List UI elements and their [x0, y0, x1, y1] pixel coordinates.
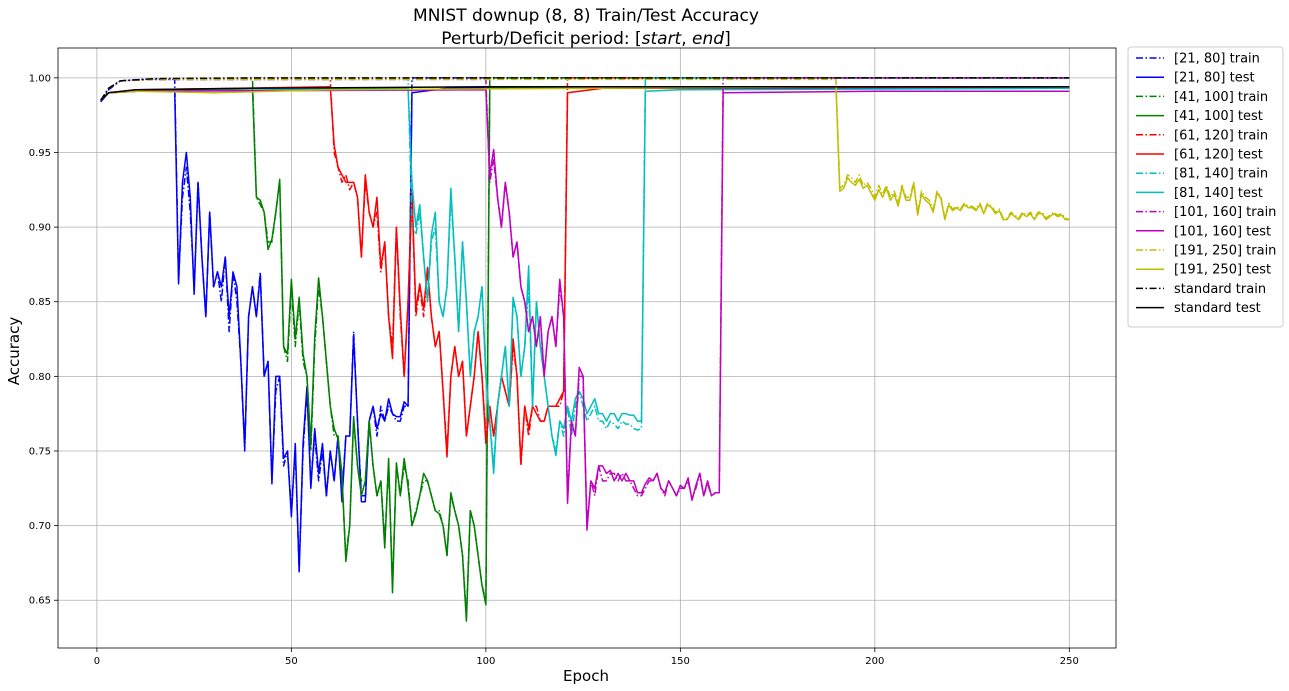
legend-label: [21, 80] test [1174, 71, 1255, 86]
chart-subtitle-start: start [642, 29, 683, 49]
series-line-7 [100, 87, 1070, 475]
series-lines [100, 77, 1070, 622]
legend-label: standard test [1174, 301, 1261, 316]
x-tick-label: 50 [285, 656, 298, 667]
legend-label: standard train [1174, 282, 1266, 297]
series-line-9 [100, 89, 1070, 531]
legend-label: [101, 160] test [1174, 224, 1271, 239]
y-tick-label: 0.90 [29, 223, 51, 234]
legend-label: [81, 140] test [1174, 186, 1263, 201]
x-tick-label: 250 [1060, 656, 1079, 667]
chart-subtitle: Perturb/Deficit period: [start, end] [441, 29, 730, 49]
series-line-0 [100, 77, 1070, 572]
series-line-2 [100, 77, 1070, 616]
series-line-3 [100, 86, 1070, 622]
y-tick-label: 0.65 [29, 596, 51, 607]
series-line-1 [100, 87, 1070, 573]
grid [58, 48, 1116, 648]
legend-label: [41, 100] test [1174, 109, 1263, 124]
x-tick-label: 150 [671, 656, 690, 667]
plot-frame [57, 47, 1117, 649]
series-line-12 [100, 77, 1070, 101]
chart-subtitle-prefix: Perturb/Deficit period: [ [441, 29, 641, 49]
legend-label: [21, 80] train [1174, 52, 1260, 67]
series-line-10 [100, 78, 1070, 221]
legend-label: [191, 250] test [1174, 263, 1271, 278]
legend-label: [41, 100] train [1174, 90, 1268, 105]
series-line-11 [100, 86, 1070, 221]
y-tick-label: 0.80 [29, 372, 51, 383]
legend: [21, 80] train [21, 80] test [41, 100] tra… [1127, 46, 1284, 328]
x-tick-label: 100 [476, 656, 495, 667]
y-tick-label: 0.95 [29, 148, 51, 159]
chart-subtitle-end: end [692, 29, 724, 49]
y-tick-label: 1.00 [29, 73, 51, 84]
y-tick-label: 0.75 [29, 446, 51, 457]
chart-title: MNIST downup (8, 8) Train/Test Accuracy [413, 6, 759, 26]
y-axis-label: Accuracy [5, 317, 23, 386]
axis-ticks: 0 50 100 150 200 250 0.65 0.70 0.75 0.80 0.85 0.90 0… [29, 73, 1079, 667]
x-tick-label: 200 [865, 656, 884, 667]
y-tick-label: 0.85 [29, 297, 51, 308]
legend-label: [61, 120] test [1174, 148, 1263, 163]
x-axis-label: Epoch [563, 667, 609, 685]
chart-subtitle-sep: , [681, 29, 692, 49]
legend-label: [81, 140] train [1174, 167, 1268, 182]
legend-label: [101, 160] train [1174, 205, 1276, 220]
legend-label: [61, 120] train [1174, 128, 1268, 143]
y-tick-label: 0.70 [29, 521, 51, 532]
chart-subtitle-suffix: ] [724, 29, 731, 49]
legend-label: [191, 250] train [1174, 244, 1276, 259]
legend-box [1127, 46, 1284, 328]
x-tick-label: 0 [94, 656, 100, 667]
series-line-13 [100, 86, 1070, 101]
